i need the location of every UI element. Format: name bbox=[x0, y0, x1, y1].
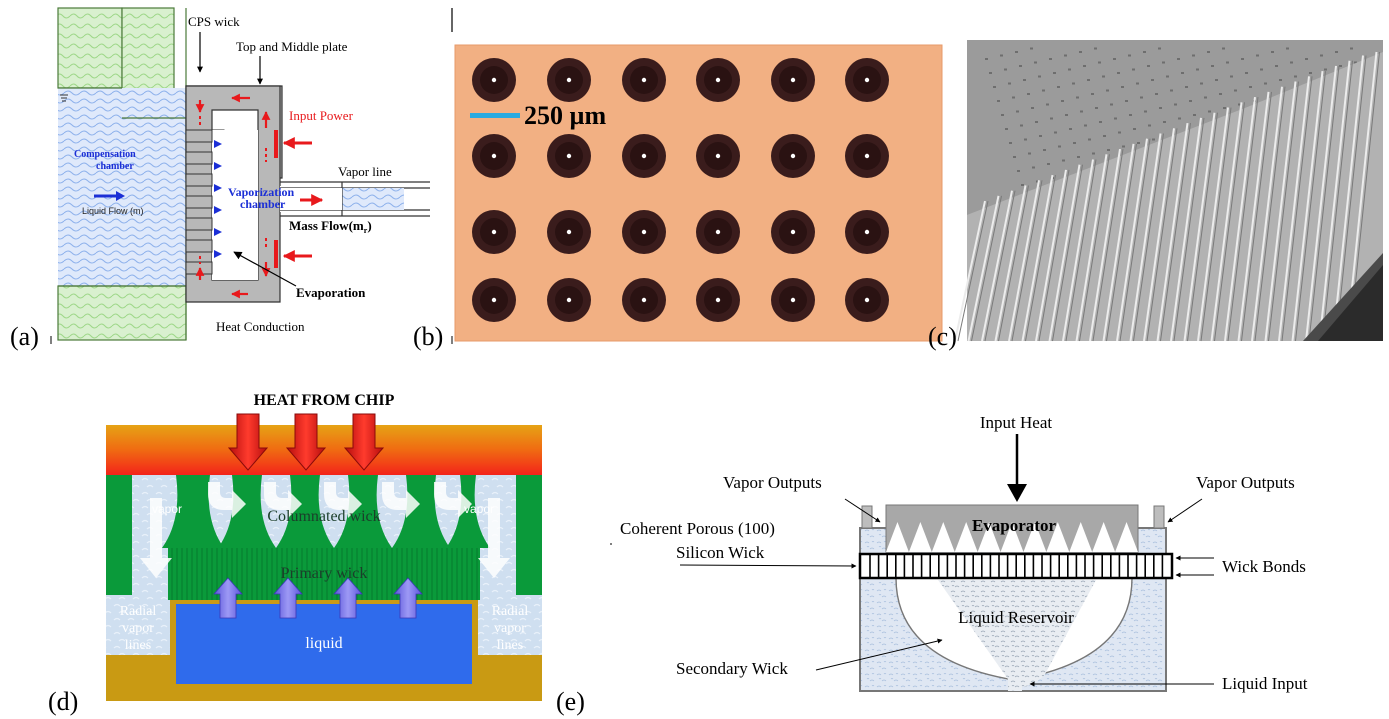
a-top-middle-plate-label: Top and Middle plate bbox=[236, 39, 348, 54]
d-radial-left-3: lines bbox=[125, 638, 151, 653]
d-radial-left-1: Radial bbox=[120, 604, 157, 619]
e-wick-bonds-label: Wick Bonds bbox=[1222, 557, 1306, 576]
e-vapor-outputs-right-label: Vapor Outputs bbox=[1196, 473, 1295, 492]
d-primary-wick-label: Primary wick bbox=[281, 565, 368, 582]
d-radial-right-3: lines bbox=[497, 638, 523, 653]
a-vapor-line-label: Vapor line bbox=[338, 164, 392, 179]
panel-e: Input Heat Vapor Outputs Vapor Outputs E… bbox=[556, 413, 1308, 716]
a-input-power-label: Input Power bbox=[289, 108, 354, 123]
panel-d: HEAT FROM CHIP Columnated wick Primary w… bbox=[48, 392, 542, 716]
d-vapor-right-label: vapor bbox=[464, 502, 494, 516]
panel-b: 250 µm (b) bbox=[413, 8, 943, 351]
compensation-chamber bbox=[58, 118, 186, 286]
panel-a: CPS wick Top and Middle plate Input Powe… bbox=[10, 7, 430, 351]
panel-c: (c) bbox=[928, 40, 1383, 351]
a-compensation-label: Compensation bbox=[74, 149, 136, 160]
b-panel-tag: (b) bbox=[413, 322, 443, 351]
e-coherent-label-2: Silicon Wick bbox=[676, 543, 765, 562]
a-chamber-label: chamber bbox=[96, 161, 134, 172]
c-panel-tag: (c) bbox=[928, 322, 957, 351]
e-vapor-outputs-left-label: Vapor Outputs bbox=[723, 473, 822, 492]
d-radial-left-2: vapor bbox=[122, 621, 154, 636]
d-columnated-wick-label: Columnated wick bbox=[267, 508, 380, 525]
d-vapor-left-label: vapor bbox=[152, 502, 182, 516]
d-heat-from-chip-label: HEAT FROM CHIP bbox=[254, 392, 395, 409]
d-radial-right-1: Radial bbox=[492, 604, 529, 619]
d-radial-right-2: vapor bbox=[494, 621, 526, 636]
a-vaporization-chamber-label: chamber bbox=[240, 197, 286, 211]
e-liquid-reservoir-label: Liquid Reservoir bbox=[958, 608, 1074, 627]
e-panel-tag: (e) bbox=[556, 687, 585, 716]
e-secondary-wick-label: Secondary Wick bbox=[676, 659, 788, 678]
c-grooves bbox=[954, 51, 1380, 342]
e-input-heat-label: Input Heat bbox=[980, 413, 1053, 432]
e-coherent-label-1: Coherent Porous (100) bbox=[620, 519, 775, 538]
b-pore-grid bbox=[472, 58, 889, 322]
d-liquid-label: liquid bbox=[305, 635, 342, 652]
b-scale-bar-label: 250 µm bbox=[524, 101, 606, 130]
a-mass-flow-label: Mass Flow(mr) bbox=[289, 218, 372, 235]
d-panel-tag: (d) bbox=[48, 687, 78, 716]
e-evaporator-label: Evaporator bbox=[972, 516, 1057, 535]
a-panel-tag: (a) bbox=[10, 322, 39, 351]
a-evaporation-label: Evaporation bbox=[296, 285, 366, 300]
b-scale-bar bbox=[470, 113, 520, 118]
a-liquid-flow-label: Liquid Flow (m) bbox=[82, 206, 144, 216]
a-cps-wick-label: CPS wick bbox=[188, 14, 240, 29]
a-heat-conduction-label: Heat Conduction bbox=[216, 319, 305, 334]
e-liquid-input-label: Liquid Input bbox=[1222, 674, 1308, 693]
a-vaporization-label: Vaporization bbox=[228, 185, 295, 199]
